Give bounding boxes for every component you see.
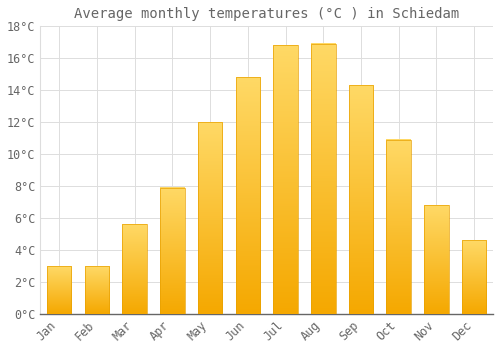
Bar <box>274 46 298 314</box>
Bar <box>122 224 147 314</box>
Bar <box>424 205 448 314</box>
Bar <box>198 122 222 314</box>
Bar <box>47 266 72 314</box>
Bar <box>84 266 109 314</box>
Bar <box>386 140 411 314</box>
Title: Average monthly temperatures (°C ) in Schiedam: Average monthly temperatures (°C ) in Sc… <box>74 7 460 21</box>
Bar <box>311 44 336 314</box>
Bar <box>160 188 184 314</box>
Bar <box>462 240 486 314</box>
Bar <box>236 77 260 314</box>
Bar <box>348 85 374 314</box>
